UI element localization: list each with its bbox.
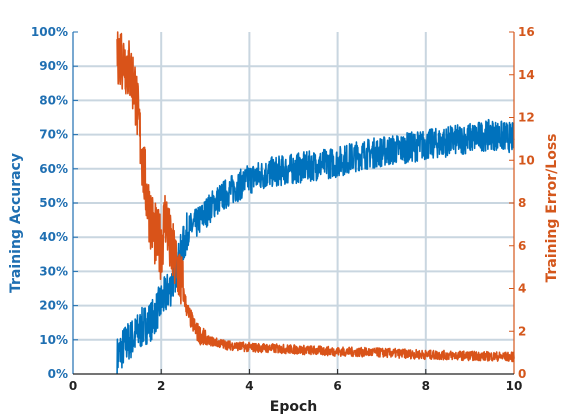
y-left-tick-label: 20% [39,299,68,313]
axes [72,31,515,375]
y-right-tick-label: 12 [518,111,535,125]
y-right-tick-label: 6 [518,239,526,253]
x-tick-label: 10 [506,379,523,393]
y-right-tick-label: 0 [518,367,526,381]
y-left-tick-label: 90% [39,59,68,73]
y-left-tick-label: 60% [39,162,68,176]
tick-labels: 0% 10% 20% 30% 40% 50% 60% 70% 80% 90% 100% 0 2 4 6 8 10… [31,25,535,393]
x-tick-label: 0 [69,379,77,393]
y-right-tick-label: 14 [518,68,535,82]
x-tick-label: 6 [333,379,341,393]
y-right-tick-label: 16 [518,25,535,39]
y-left-tick-label: 0% [48,367,68,381]
y-right-tick-label: 4 [518,282,526,296]
y-right-tick-label: 2 [518,324,526,338]
y-left-tick-label: 50% [39,196,68,210]
x-axis-label: Epoch [270,399,317,415]
series-layer [116,31,515,375]
loss-series-line [116,31,515,363]
y-left-tick-label: 70% [39,128,68,142]
y-axis-left-label: Training Accuracy [8,153,24,293]
y-left-tick-label: 80% [39,93,68,107]
x-tick-label: 8 [422,379,430,393]
y-left-tick-label: 10% [39,333,68,347]
y-left-tick-label: 40% [39,230,68,244]
y-axis-right-label: Training Error/Loss [544,133,560,282]
x-tick-label: 2 [157,379,165,393]
y-right-tick-label: 10 [518,153,535,167]
accuracy-series-line [116,118,515,375]
y-left-tick-label: 100% [31,25,68,39]
y-right-tick-label: 8 [518,196,526,210]
y-left-tick-label: 30% [39,264,68,278]
x-tick-label: 4 [245,379,253,393]
